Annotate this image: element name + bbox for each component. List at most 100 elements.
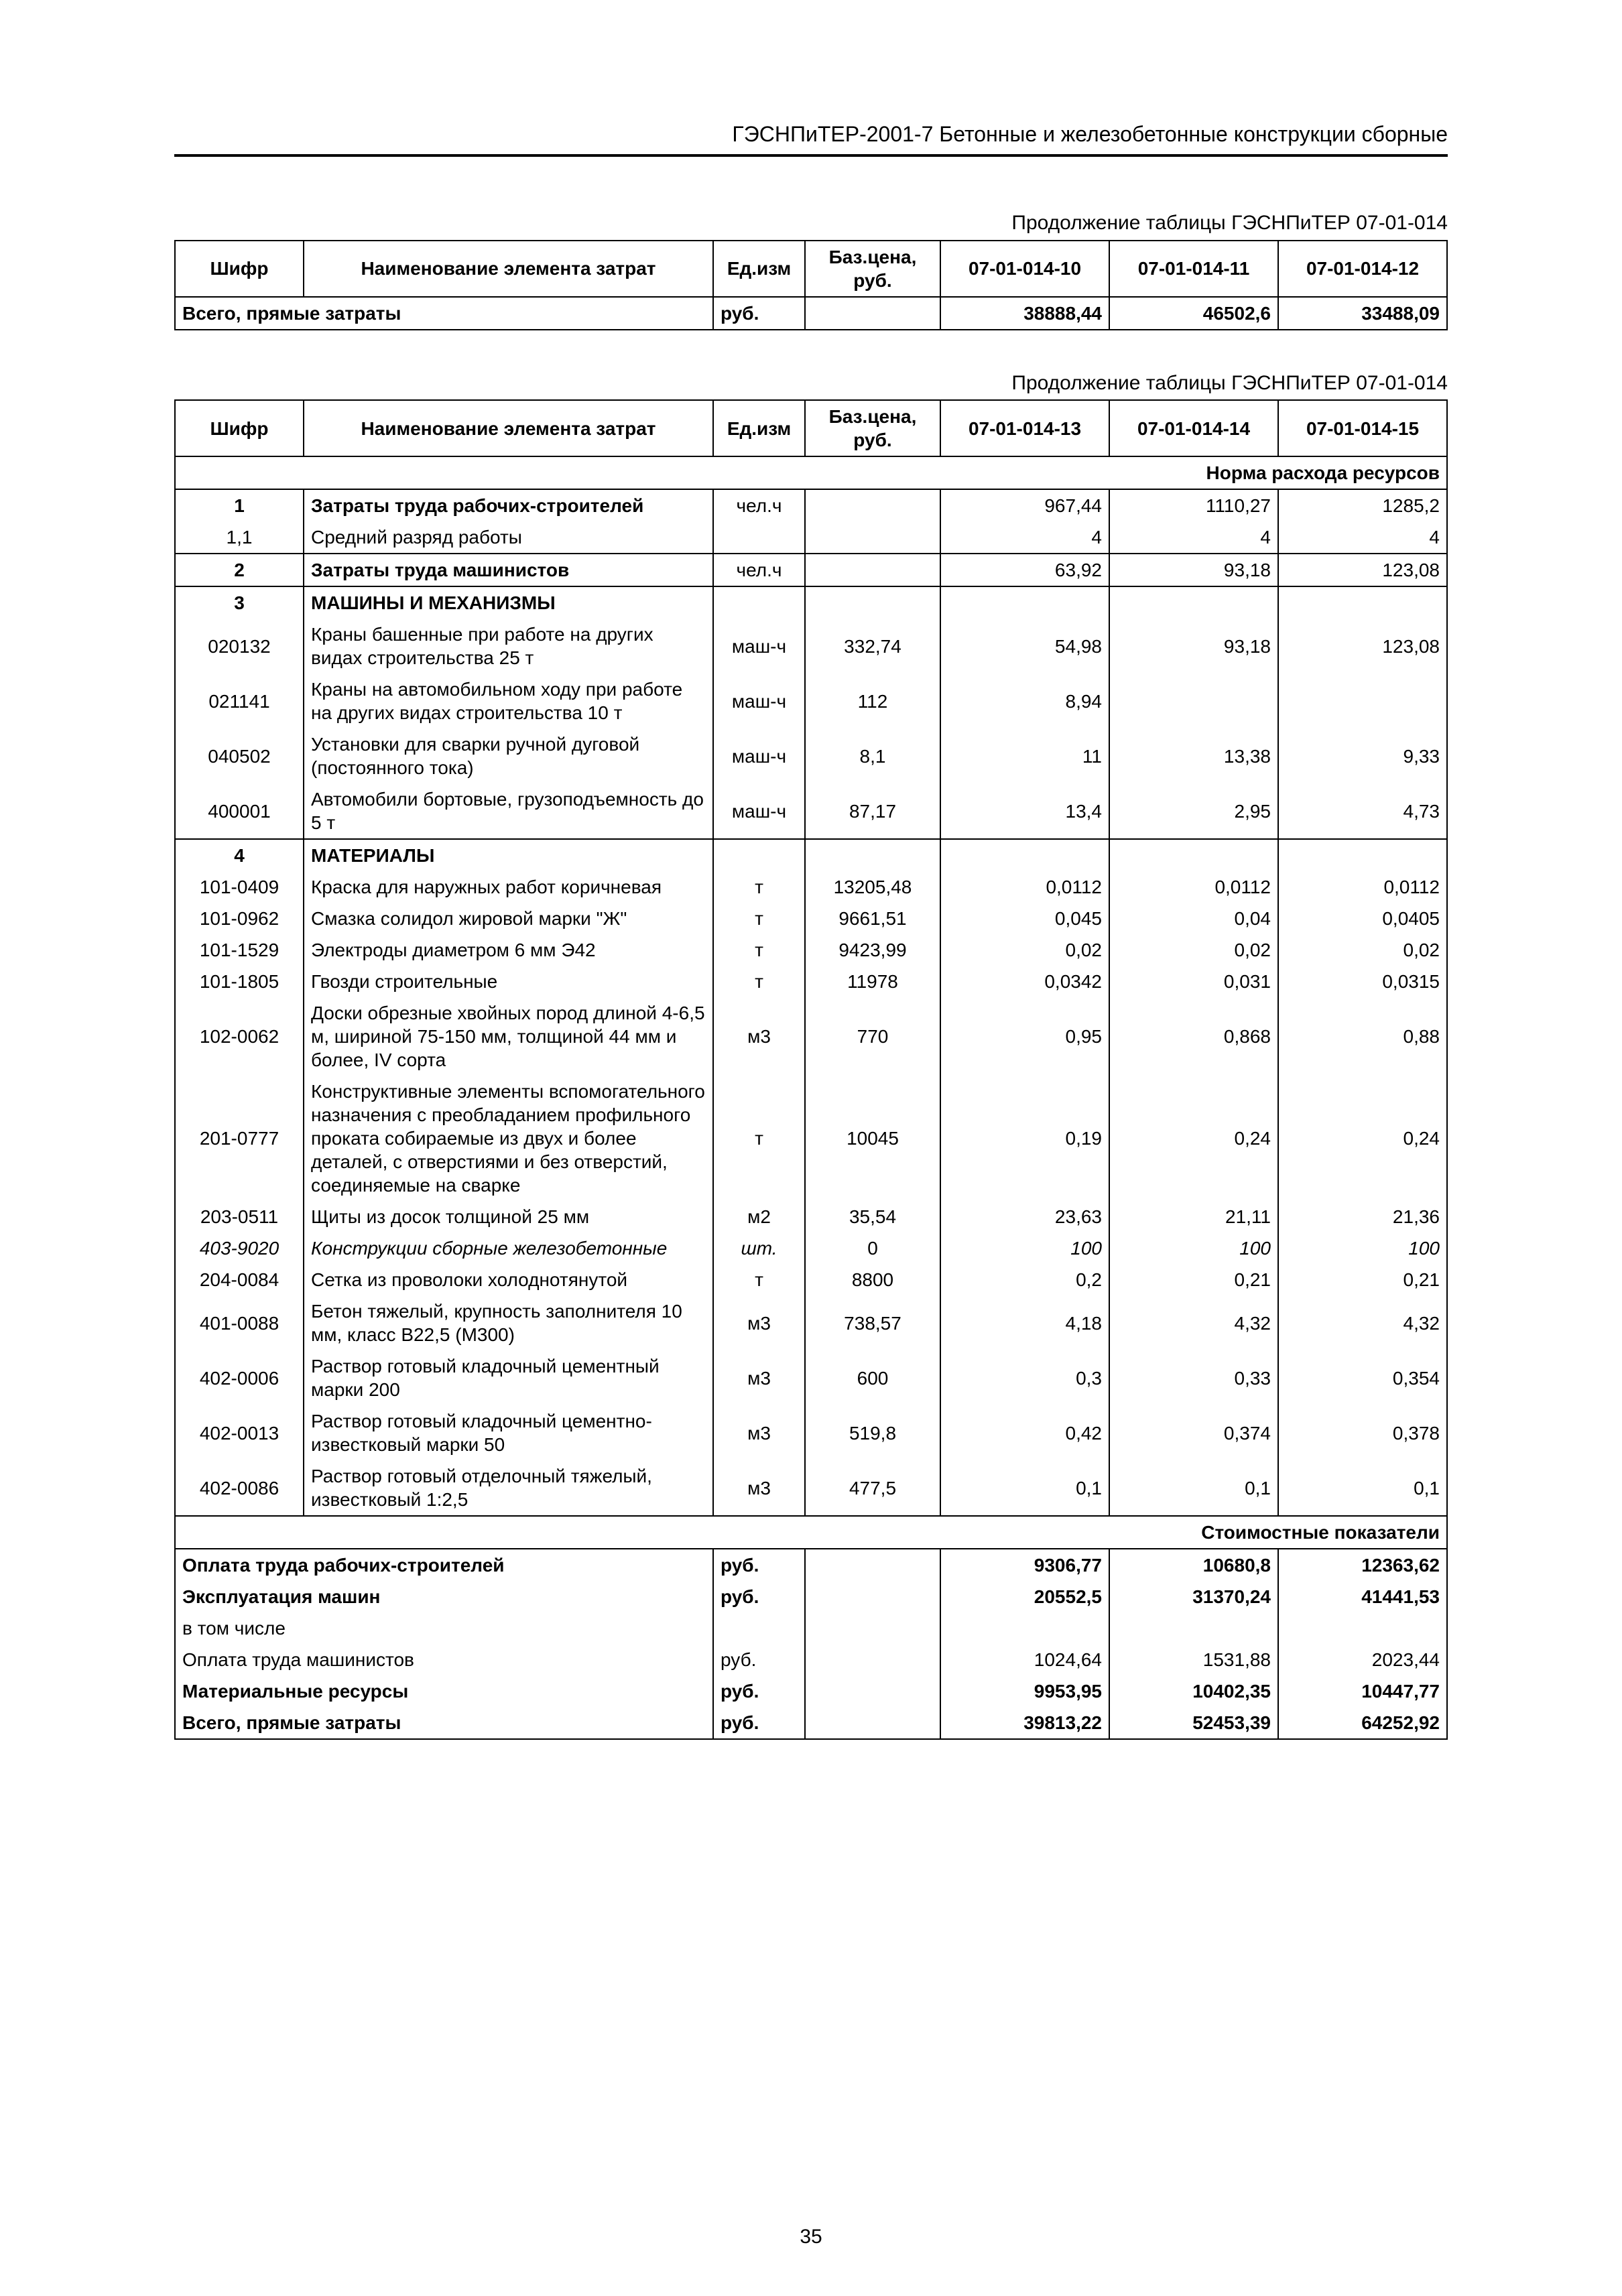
table-cell-v2: 0,24 <box>1109 1076 1278 1201</box>
t1-total-v2: 46502,6 <box>1109 297 1278 330</box>
table-cell-unit: м2 <box>713 1201 805 1232</box>
cost-row-v1: 9306,77 <box>940 1549 1109 1581</box>
table-cell-shifr: 1,1 <box>175 521 304 554</box>
table-cell-shifr: 101-0962 <box>175 903 304 934</box>
table-cell-v3: 0,0315 <box>1278 966 1447 997</box>
table-cell-name: Средний разряд работы <box>304 521 713 554</box>
table-cell-v1: 0,02 <box>940 934 1109 966</box>
table-cell-v1: 0,0112 <box>940 871 1109 903</box>
table-cell-v1: 54,98 <box>940 619 1109 674</box>
table-row: 101-0409Краска для наружных работ коричн… <box>175 871 1447 903</box>
table-cell-v2: 0,21 <box>1109 1264 1278 1295</box>
table-cell-shifr: 040502 <box>175 728 304 783</box>
table-row: 403-9020Конструкции сборные железобетонн… <box>175 1232 1447 1264</box>
table-cell-price <box>805 489 940 521</box>
table-cell-shifr: 2 <box>175 554 304 586</box>
t1-col-c1: 07-01-014-10 <box>940 241 1109 297</box>
t1-col-unit: Ед.изм <box>713 241 805 297</box>
t1-total-v1: 38888,44 <box>940 297 1109 330</box>
table-cell-unit: маш-ч <box>713 783 805 839</box>
table-cell-v1: 0,95 <box>940 997 1109 1076</box>
table-row: 102-0062Доски обрезные хвойных пород дли… <box>175 997 1447 1076</box>
cost-row-label: Оплата труда машинистов <box>175 1644 713 1675</box>
table-row: 3МАШИНЫ И МЕХАНИЗМЫ <box>175 586 1447 619</box>
table-cell-price: 112 <box>805 674 940 728</box>
table-cell-price: 738,57 <box>805 1295 940 1350</box>
table-cell-v2: 93,18 <box>1109 619 1278 674</box>
t2-col-unit: Ед.изм <box>713 400 805 456</box>
table-cell-v1: 0,2 <box>940 1264 1109 1295</box>
table-section-header: МАШИНЫ И МЕХАНИЗМЫ <box>304 586 713 619</box>
table-row: 402-0086Раствор готовый отделочный тяжел… <box>175 1460 1447 1516</box>
table-cell-unit: м3 <box>713 1405 805 1460</box>
cost-row-label: Всего, прямые затраты <box>175 1707 713 1739</box>
table-cell-shifr: 020132 <box>175 619 304 674</box>
table-cell-shifr: 204-0084 <box>175 1264 304 1295</box>
table-cell-name: Сетка из проволоки холоднотянутой <box>304 1264 713 1295</box>
table-cell-unit: чел.ч <box>713 489 805 521</box>
table-cell-unit: т <box>713 903 805 934</box>
table-cell-v2: 0,374 <box>1109 1405 1278 1460</box>
cost-row-unit: руб. <box>713 1549 805 1581</box>
t2-col-c2: 07-01-014-14 <box>1109 400 1278 456</box>
table-cell-price: 11978 <box>805 966 940 997</box>
table-cell-name: Гвозди строительные <box>304 966 713 997</box>
table-cell-price: 9423,99 <box>805 934 940 966</box>
table-cell-v3: 0,21 <box>1278 1264 1447 1295</box>
table-cell-name: Краны на автомобильном ходу при работе н… <box>304 674 713 728</box>
table-row: 101-1529Электроды диаметром 6 мм Э42т942… <box>175 934 1447 966</box>
table-cell-price: 9661,51 <box>805 903 940 934</box>
cost-row-v2: 31370,24 <box>1109 1581 1278 1612</box>
table-cell-name: Затраты труда машинистов <box>304 554 713 586</box>
table-cell-price: 770 <box>805 997 940 1076</box>
cost-row-blank <box>805 1612 940 1644</box>
table-cell-v2: 21,11 <box>1109 1201 1278 1232</box>
table-cell-unit: шт. <box>713 1232 805 1264</box>
table-cell-v3: 0,88 <box>1278 997 1447 1076</box>
table-cell-unit: маш-ч <box>713 728 805 783</box>
table-cell-v1: 4 <box>940 521 1109 554</box>
table-cell-unit: маш-ч <box>713 619 805 674</box>
table-cell-v3: 0,378 <box>1278 1405 1447 1460</box>
table-cell-v1: 4,18 <box>940 1295 1109 1350</box>
table-cell-name: Щиты из досок толщиной 25 мм <box>304 1201 713 1232</box>
cost-row: Эксплуатация машинруб.20552,531370,24414… <box>175 1581 1447 1612</box>
table-cell-name: Краны башенные при работе на других вида… <box>304 619 713 674</box>
table-row: 401-0088Бетон тяжелый, крупность заполни… <box>175 1295 1447 1350</box>
cost-row-v3: 10447,77 <box>1278 1675 1447 1707</box>
cost-row: Материальные ресурсыруб.9953,9510402,351… <box>175 1675 1447 1707</box>
t2-cost-header: Стоимостные показатели <box>175 1516 1447 1549</box>
table-cell-v2: 0,868 <box>1109 997 1278 1076</box>
table-cell-v1: 0,045 <box>940 903 1109 934</box>
table-cell-v2: 100 <box>1109 1232 1278 1264</box>
table-row: 402-0013Раствор готовый кладочный цемент… <box>175 1405 1447 1460</box>
table-row: 204-0084Сетка из проволоки холоднотянуто… <box>175 1264 1447 1295</box>
table-row: 4МАТЕРИАЛЫ <box>175 839 1447 871</box>
table-cell-v2: 4 <box>1109 521 1278 554</box>
table-cell-price: 332,74 <box>805 619 940 674</box>
table-cell-v2: 0,04 <box>1109 903 1278 934</box>
table-cell-v3: 0,0112 <box>1278 871 1447 903</box>
cost-row: Оплата труда машинистовруб.1024,641531,8… <box>175 1644 1447 1675</box>
table-cell-shifr: 101-0409 <box>175 871 304 903</box>
table-cell-price <box>805 586 940 619</box>
table-cell-shifr: 402-0013 <box>175 1405 304 1460</box>
table-cell-v2: 0,031 <box>1109 966 1278 997</box>
cost-row-v2: 10680,8 <box>1109 1549 1278 1581</box>
table-cell-v1: 0,1 <box>940 1460 1109 1516</box>
table1: Шифр Наименование элемента затрат Ед.изм… <box>174 240 1448 330</box>
table-cell-unit: м3 <box>713 997 805 1076</box>
cost-row-blank <box>805 1581 940 1612</box>
table-cell-v1: 0,0342 <box>940 966 1109 997</box>
cost-row-v1: 20552,5 <box>940 1581 1109 1612</box>
page-number: 35 <box>0 2224 1622 2250</box>
cost-row-blank <box>805 1675 940 1707</box>
table-cell-shifr: 201-0777 <box>175 1076 304 1201</box>
cost-row-unit: руб. <box>713 1707 805 1739</box>
table-cell-v3: 0,02 <box>1278 934 1447 966</box>
table-cell-v3: 100 <box>1278 1232 1447 1264</box>
table-cell-v2: 2,95 <box>1109 783 1278 839</box>
table-cell-v1: 967,44 <box>940 489 1109 521</box>
table-cell-v3: 21,36 <box>1278 1201 1447 1232</box>
table-cell-v2: 4,32 <box>1109 1295 1278 1350</box>
